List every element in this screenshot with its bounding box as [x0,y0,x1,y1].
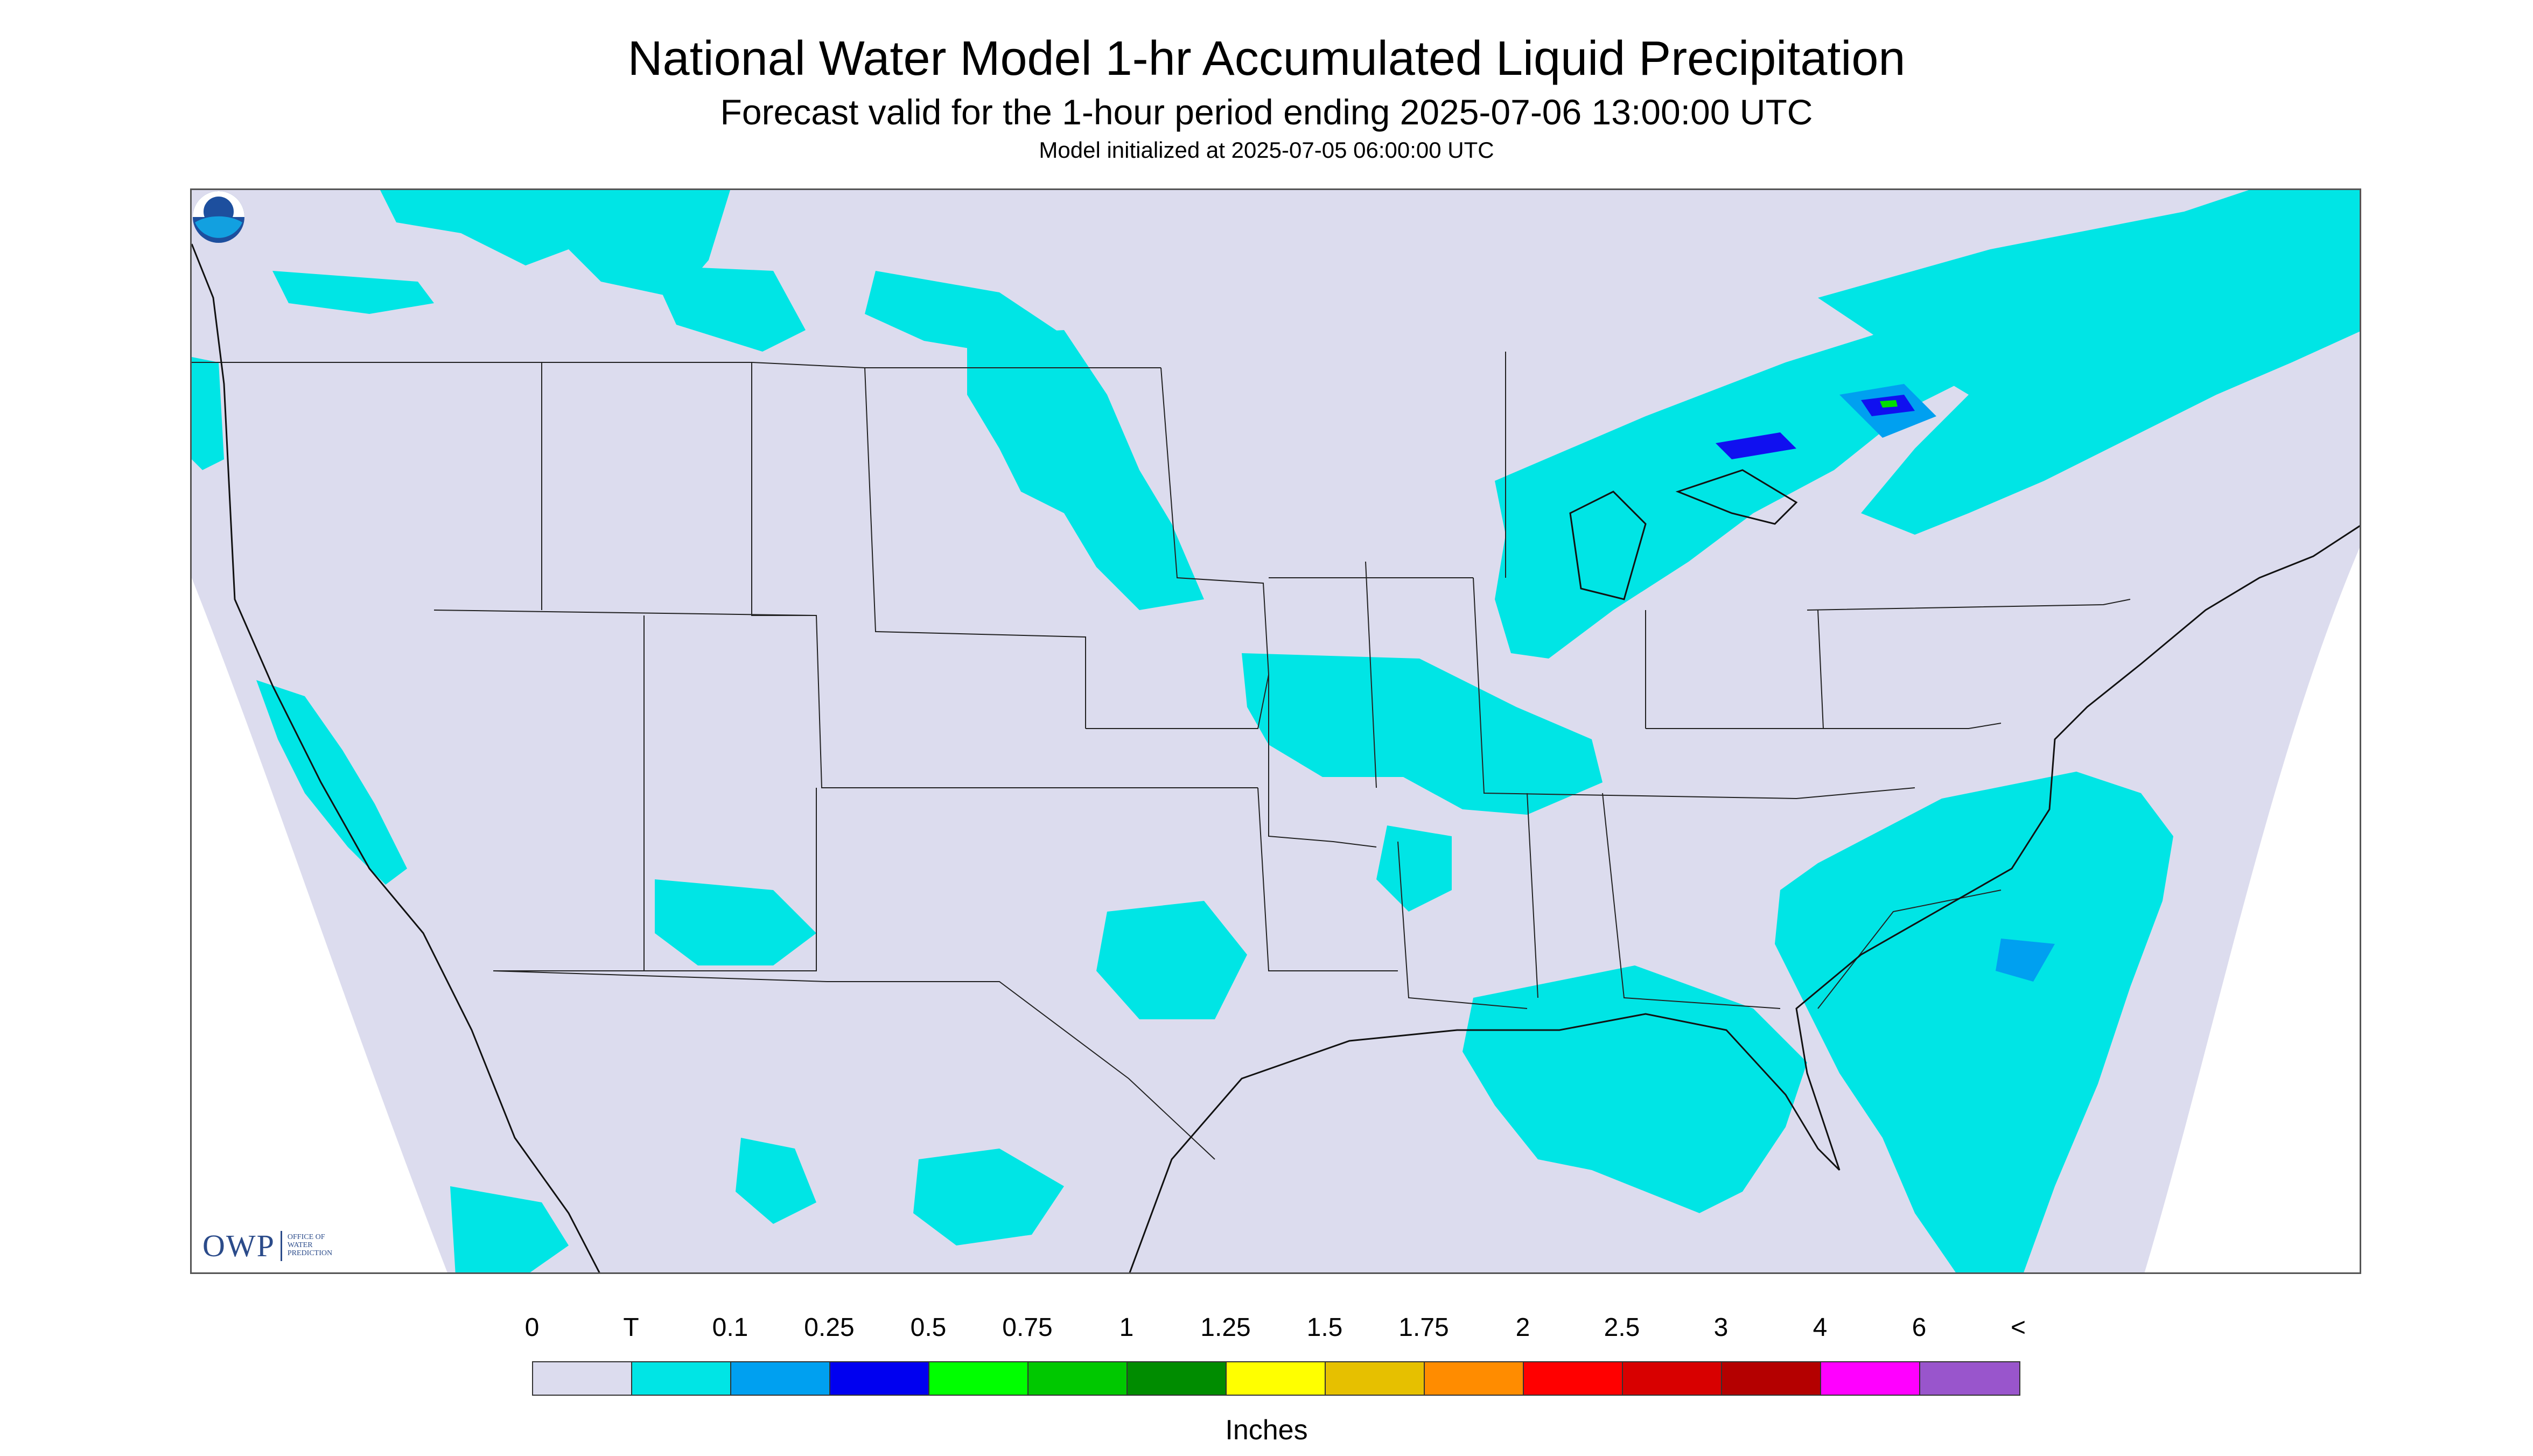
precip-canada-east [1818,190,2360,535]
state-boundaries [192,352,2131,1160]
precip-midwest [1242,653,1603,815]
coastline [192,243,2360,1272]
precip-dakotas-2 [967,330,1204,610]
legend-label: 2.5 [1604,1313,1640,1342]
precip-mexico [736,1138,816,1224]
precip-southeast [1775,772,2173,1272]
legend-swatch [1524,1362,1623,1395]
precip-light-carolina [1996,939,2055,982]
legend-label: 0.75 [1002,1313,1053,1342]
legend-swatch [632,1362,731,1395]
legend-swatch [731,1362,830,1395]
legend-label: 0.5 [910,1313,947,1342]
legend-labels: 0 T 0.1 0.25 0.5 0.75 1 1.25 1.5 1.75 2 2.5 3 4 6 < [0,1313,2533,1345]
legend-label: 3 [1713,1313,1729,1342]
owp-logo: OWP OFFICE OF WATER PREDICTION [202,1228,332,1264]
legend-swatch [1920,1362,2019,1395]
legend-label: 0 [524,1313,540,1342]
legend-swatch [1425,1362,1524,1395]
owp-text: OFFICE OF WATER PREDICTION [287,1233,333,1257]
precip-oklahoma [1376,825,1452,912]
precip-gulf [1463,965,1807,1213]
legend-label: < [2010,1313,2026,1342]
precip-baja [450,1186,569,1272]
precip-nw-band [272,271,434,314]
legend-label: 1.5 [1306,1313,1343,1342]
model-init-text: Model initialized at 2025-07-05 06:00:00… [1039,137,1494,163]
legend-label: T [623,1313,639,1342]
forecast-valid-subtitle: Forecast valid for the 1-hour period end… [720,92,1813,132]
legend-label: 1 [1119,1313,1134,1342]
noaa-logo-icon [193,191,244,243]
legend-swatch [929,1362,1028,1395]
legend-swatch [1326,1362,1425,1395]
legend-label: 1.25 [1200,1313,1251,1342]
legend-units: Inches [1225,1415,1308,1446]
precip-oregon-coast [192,357,224,470]
owp-divider [280,1230,282,1261]
precip-southwest [655,879,816,965]
legend-label: 2 [1515,1313,1530,1342]
precip-montana [649,265,806,352]
legend-swatch [1128,1362,1227,1395]
precip-heavy-superior [1716,432,1796,459]
legend-swatch [533,1362,632,1395]
map-title: National Water Model 1-hr Accumulated Li… [627,32,1906,86]
legend-swatch [830,1362,929,1395]
legend-colorbar [532,1361,2020,1396]
legend-swatch [1821,1362,1920,1395]
legend-label: 6 [1912,1313,1927,1342]
precip-pacific-nw [380,190,730,298]
legend-label: 4 [1813,1313,1828,1342]
precip-california [256,680,407,885]
precip-mexico-2 [913,1149,1064,1245]
precip-green-ontario [1880,400,1898,408]
legend-label: 1.75 [1398,1313,1449,1342]
owp-mark: OWP [202,1228,275,1263]
precipitation-map: OWP OFFICE OF WATER PREDICTION [190,188,2361,1274]
legend-swatch [1227,1362,1326,1395]
precip-texas [1096,901,1247,1019]
legend-label: 0.1 [712,1313,748,1342]
legend-swatch [1722,1362,1821,1395]
legend-label: 0.25 [804,1313,855,1342]
map-svg [192,190,2360,1272]
legend-swatch [1623,1362,1722,1395]
legend-swatch [1028,1362,1128,1395]
